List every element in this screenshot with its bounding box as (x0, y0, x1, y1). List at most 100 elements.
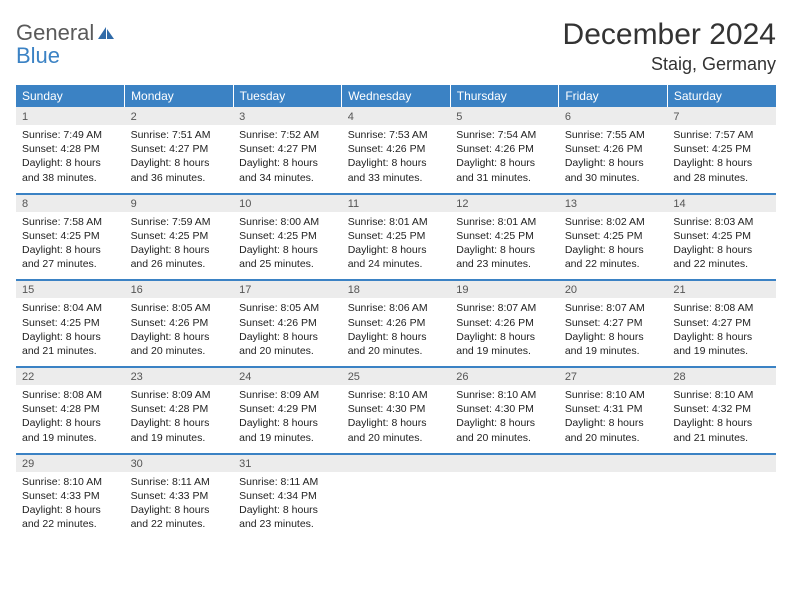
daylight-line: Daylight: 8 hours and 20 minutes. (348, 330, 445, 358)
sunrise-line: Sunrise: 8:03 AM (673, 215, 770, 229)
day-number-cell: 4 (342, 107, 451, 125)
day-detail-row: Sunrise: 8:10 AM Sunset: 4:33 PMDaylight:… (16, 472, 776, 540)
day-detail-cell: Sunrise: 8:07 AMSunset: 4:27 PMDaylight:… (559, 298, 668, 367)
day-detail-cell: Sunrise: 8:09 AMSunset: 4:29 PMDaylight:… (233, 385, 342, 454)
sunset-line: Sunset: 4:26 PM (131, 316, 228, 330)
day-number-cell: 26 (450, 367, 559, 385)
weekday-header-cell: Thursday (450, 85, 559, 107)
day-number-row: 293031 (16, 454, 776, 472)
day-number-cell: 18 (342, 280, 451, 298)
day-number-cell: 13 (559, 194, 668, 212)
day-detail-cell: Sunrise: 8:10 AMSunset: 4:32 PMDaylight:… (667, 385, 776, 454)
month-title: December 2024 (563, 18, 776, 52)
sunrise-line: Sunrise: 7:53 AM (348, 128, 445, 142)
sunrise-line: Sunrise: 8:10 AM (456, 388, 553, 402)
sunrise-line: Sunrise: 8:10 AM (565, 388, 662, 402)
sunrise-line: Sunrise: 7:57 AM (673, 128, 770, 142)
sunset-line: Sunset: 4:33 PM (131, 489, 228, 503)
day-number-cell: 5 (450, 107, 559, 125)
sunset-line: Sunset: 4:27 PM (565, 316, 662, 330)
daylight-line: Daylight: 8 hours and 22 minutes. (131, 503, 228, 531)
day-detail-cell: Sunrise: 8:01 AMSunset: 4:25 PMDaylight:… (342, 212, 451, 281)
daylight-line: Daylight: 8 hours and 25 minutes. (239, 243, 336, 271)
day-number-cell: 10 (233, 194, 342, 212)
day-number-cell: 28 (667, 367, 776, 385)
sunrise-line: Sunrise: 7:58 AM (22, 215, 119, 229)
sunset-line: Sunset: 4:25 PM (456, 229, 553, 243)
sunrise-line: Sunrise: 8:10 AM (673, 388, 770, 402)
day-number-cell: 22 (16, 367, 125, 385)
sunset-line: Sunset: 4:26 PM (348, 142, 445, 156)
day-number-row: 1234567 (16, 107, 776, 125)
daylight-line: Daylight: 8 hours and 33 minutes. (348, 156, 445, 184)
sunset-line: Sunset: 4:27 PM (131, 142, 228, 156)
day-detail-cell: Sunrise: 8:11 AMSunset: 4:33 PMDaylight:… (125, 472, 234, 540)
day-number-cell: 24 (233, 367, 342, 385)
sunrise-line: Sunrise: 8:05 AM (131, 301, 228, 315)
daylight-line: Daylight: 8 hours and 21 minutes. (673, 416, 770, 444)
logo-part1: General (16, 20, 94, 45)
day-detail-cell: Sunrise: 8:03 AMSunset: 4:25 PMDaylight:… (667, 212, 776, 281)
sunrise-line: Sunrise: 8:09 AM (239, 388, 336, 402)
day-detail-cell: Sunrise: 8:11 AMSunset: 4:34 PMDaylight:… (233, 472, 342, 540)
daylight-line: Daylight: 8 hours and 34 minutes. (239, 156, 336, 184)
day-detail-cell: Sunrise: 8:08 AMSunset: 4:28 PMDaylight:… (16, 385, 125, 454)
logo-sail-icon (96, 23, 116, 45)
daylight-line: Daylight: 8 hours and 20 minutes. (565, 416, 662, 444)
sunrise-line: Sunrise: 8:07 AM (565, 301, 662, 315)
day-detail-cell: Sunrise: 7:59 AMSunset: 4:25 PMDaylight:… (125, 212, 234, 281)
daylight-line: Daylight: 8 hours and 20 minutes. (131, 330, 228, 358)
day-detail-cell: Sunrise: 8:05 AMSunset: 4:26 PMDaylight:… (125, 298, 234, 367)
sunrise-line: Sunrise: 8:08 AM (22, 388, 119, 402)
location: Staig, Germany (563, 54, 776, 75)
sunset-line: Sunset: 4:25 PM (673, 229, 770, 243)
day-number-row: 15161718192021 (16, 280, 776, 298)
daylight-line: Daylight: 8 hours and 28 minutes. (673, 156, 770, 184)
daylight-line: Daylight: 8 hours and 19 minutes. (456, 330, 553, 358)
weekday-header: SundayMondayTuesdayWednesdayThursdayFrid… (16, 85, 776, 107)
daylight-line: Daylight: 8 hours and 23 minutes. (456, 243, 553, 271)
titles: December 2024 Staig, Germany (563, 18, 776, 75)
day-number-cell: 25 (342, 367, 451, 385)
sunset-line: Sunset: 4:27 PM (239, 142, 336, 156)
sunset-line: Sunset: 4:31 PM (565, 402, 662, 416)
daylight-line: Daylight: 8 hours and 31 minutes. (456, 156, 553, 184)
sunrise-line: Sunrise: 8:08 AM (673, 301, 770, 315)
sunrise-line: Sunrise: 7:54 AM (456, 128, 553, 142)
day-number-cell: 11 (342, 194, 451, 212)
day-detail-cell: Sunrise: 7:55 AMSunset: 4:26 PMDaylight:… (559, 125, 668, 194)
day-number-cell: 9 (125, 194, 234, 212)
day-detail-row: Sunrise: 8:08 AMSunset: 4:28 PMDaylight:… (16, 385, 776, 454)
day-detail-cell: Sunrise: 8:04 AMSunset: 4:25 PMDaylight:… (16, 298, 125, 367)
sunrise-line: Sunrise: 8:00 AM (239, 215, 336, 229)
sunset-line: Sunset: 4:32 PM (673, 402, 770, 416)
weekday-header-cell: Wednesday (342, 85, 451, 107)
day-number-cell: 2 (125, 107, 234, 125)
daylight-line: Daylight: 8 hours and 19 minutes. (22, 416, 119, 444)
daylight-line: Daylight: 8 hours and 19 minutes. (131, 416, 228, 444)
sunrise-line: Sunrise: 8:01 AM (456, 215, 553, 229)
sunset-line: Sunset: 4:27 PM (673, 316, 770, 330)
day-detail-cell (342, 472, 451, 540)
daylight-line: Daylight: 8 hours and 20 minutes. (239, 330, 336, 358)
day-detail-cell: Sunrise: 7:58 AMSunset: 4:25 PMDaylight:… (16, 212, 125, 281)
day-detail-cell: Sunrise: 8:01 AMSunset: 4:25 PMDaylight:… (450, 212, 559, 281)
weekday-header-cell: Saturday (667, 85, 776, 107)
daylight-line: Daylight: 8 hours and 21 minutes. (22, 330, 119, 358)
sunrise-line: Sunrise: 8:06 AM (348, 301, 445, 315)
sunrise-line: Sunrise: 7:55 AM (565, 128, 662, 142)
weekday-header-cell: Sunday (16, 85, 125, 107)
day-detail-cell: Sunrise: 8:06 AMSunset: 4:26 PMDaylight:… (342, 298, 451, 367)
sunrise-line: Sunrise: 8:10 AM (22, 475, 119, 489)
sunset-line: Sunset: 4:34 PM (239, 489, 336, 503)
day-number-row: 891011121314 (16, 194, 776, 212)
day-number-cell: 1 (16, 107, 125, 125)
sunset-line: Sunset: 4:25 PM (239, 229, 336, 243)
daylight-line: Daylight: 8 hours and 19 minutes. (673, 330, 770, 358)
daylight-line: Daylight: 8 hours and 36 minutes. (131, 156, 228, 184)
day-detail-cell: Sunrise: 8:08 AMSunset: 4:27 PMDaylight:… (667, 298, 776, 367)
day-number-cell: 27 (559, 367, 668, 385)
day-number-cell (559, 454, 668, 472)
sunset-line: Sunset: 4:30 PM (456, 402, 553, 416)
day-detail-row: Sunrise: 7:49 AMSunset: 4:28 PMDaylight:… (16, 125, 776, 194)
